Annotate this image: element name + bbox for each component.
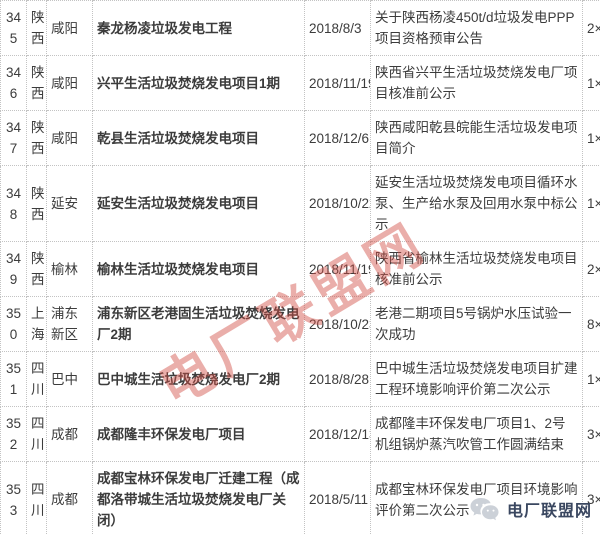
row-index-cell: 348 xyxy=(0,165,27,242)
news-cell: 陕西省兴平生活垃圾焚烧发电厂项目核准前公示 xyxy=(370,55,583,111)
city-cell: 榆林 xyxy=(46,241,93,297)
city-cell: 浦东新区 xyxy=(46,296,93,352)
row-index-cell: 353 xyxy=(0,461,27,535)
scale-cell: 3× xyxy=(582,406,600,462)
project-name-cell: 榆林生活垃圾焚烧发电项目 xyxy=(92,241,305,297)
date-cell: 2018/10/22 xyxy=(304,165,371,242)
province-cell: 陕西 xyxy=(26,0,47,56)
table-row: 346 陕西 咸阳 兴平生活垃圾焚烧发电项目1期 2018/11/19 陕西省兴… xyxy=(0,55,600,111)
row-index-cell: 351 xyxy=(0,351,27,407)
table-row: 351 四川 巴中 巴中城生活垃圾焚烧发电厂2期 2018/8/28 巴中城生活… xyxy=(0,351,600,407)
project-name-cell: 成都宝林环保发电厂迁建工程（成都洛带城生活垃圾焚烧发电厂关闭） xyxy=(92,461,305,535)
project-name-cell: 巴中城生活垃圾焚烧发电厂2期 xyxy=(92,351,305,407)
date-cell: 2018/11/19 xyxy=(304,241,371,297)
province-cell: 陕西 xyxy=(26,55,47,111)
city-cell: 巴中 xyxy=(46,351,93,407)
project-name-cell: 乾县生活垃圾焚烧发电项目 xyxy=(92,110,305,166)
scale-cell: 2× xyxy=(582,241,600,297)
news-cell: 关于陕西杨凌450t/d垃圾发电PPP项目资格预审公告 xyxy=(370,0,583,56)
scale-cell: 1× xyxy=(582,110,600,166)
row-index-cell: 349 xyxy=(0,241,27,297)
province-cell: 陕西 xyxy=(26,241,47,297)
row-index-cell: 346 xyxy=(0,55,27,111)
table-row: 348 陕西 延安 延安生活垃圾焚烧发电项目 2018/10/22 延安生活垃圾… xyxy=(0,165,600,242)
news-cell: 陕西咸阳乾县皖能生活垃圾发电项目简介 xyxy=(370,110,583,166)
date-cell: 2018/8/3 xyxy=(304,0,371,56)
site-logo: 电厂联盟网 xyxy=(469,497,592,521)
project-name-cell: 兴平生活垃圾焚烧发电项目1期 xyxy=(92,55,305,111)
table-row: 347 陕西 咸阳 乾县生活垃圾焚烧发电项目 2018/12/6 陕西咸阳乾县皖… xyxy=(0,110,600,166)
news-cell: 成都宝林环保发电厂项目环境影响评价第二次公示 xyxy=(370,461,583,535)
province-cell: 四川 xyxy=(26,351,47,407)
date-cell: 2018/8/28 xyxy=(304,351,371,407)
province-cell: 上海 xyxy=(26,296,47,352)
city-cell: 成都 xyxy=(46,461,93,535)
date-cell: 2018/12/13 xyxy=(304,406,371,462)
news-cell: 陕西省榆林生活垃圾焚烧发电项目核准前公示 xyxy=(370,241,583,297)
city-cell: 咸阳 xyxy=(46,55,93,111)
scale-cell: 1× xyxy=(582,55,600,111)
row-index-cell: 350 xyxy=(0,296,27,352)
city-cell: 咸阳 xyxy=(46,0,93,56)
table-row: 349 陕西 榆林 榆林生活垃圾焚烧发电项目 2018/11/19 陕西省榆林生… xyxy=(0,241,600,297)
city-cell: 成都 xyxy=(46,406,93,462)
project-name-cell: 秦龙杨凌垃圾发电工程 xyxy=(92,0,305,56)
scale-cell: 2× xyxy=(582,0,600,56)
project-name-cell: 浦东新区老港固生活垃圾焚烧发电厂2期 xyxy=(92,296,305,352)
table-row: 350 上海 浦东新区 浦东新区老港固生活垃圾焚烧发电厂2期 2018/10/2… xyxy=(0,296,600,352)
news-cell: 成都隆丰环保发电厂项目1、2号机组锅炉蒸汽吹管工作圆满结束 xyxy=(370,406,583,462)
province-cell: 四川 xyxy=(26,406,47,462)
scale-cell: 3× xyxy=(582,461,600,535)
date-cell: 2018/11/19 xyxy=(304,55,371,111)
row-index-cell: 347 xyxy=(0,110,27,166)
province-cell: 四川 xyxy=(26,461,47,535)
province-cell: 陕西 xyxy=(26,165,47,242)
date-cell: 2018/12/6 xyxy=(304,110,371,166)
province-cell: 陕西 xyxy=(26,110,47,166)
city-cell: 咸阳 xyxy=(46,110,93,166)
site-logo-text: 电厂联盟网 xyxy=(506,503,592,520)
news-cell: 巴中城生活垃圾焚烧发电项目扩建工程环境影响评价第二次公示 xyxy=(370,351,583,407)
news-cell: 老港二期项目5号锅炉水压试验一次成功 xyxy=(370,296,583,352)
date-cell: 2018/10/23 xyxy=(304,296,371,352)
city-cell: 延安 xyxy=(46,165,93,242)
scale-cell: 1× xyxy=(582,351,600,407)
project-name-cell: 成都隆丰环保发电厂项目 xyxy=(92,406,305,462)
scale-cell: 8× xyxy=(582,296,600,352)
row-index-cell: 345 xyxy=(0,0,27,56)
table-row: 345 陕西 咸阳 秦龙杨凌垃圾发电工程 2018/8/3 关于陕西杨凌450t… xyxy=(0,0,600,56)
table-row: 353 四川 成都 成都宝林环保发电厂迁建工程（成都洛带城生活垃圾焚烧发电厂关闭… xyxy=(0,461,600,535)
row-index-cell: 352 xyxy=(0,406,27,462)
date-cell: 2018/5/11 xyxy=(304,461,371,535)
table-row: 352 四川 成都 成都隆丰环保发电厂项目 2018/12/13 成都隆丰环保发… xyxy=(0,406,600,462)
project-name-cell: 延安生活垃圾焚烧发电项目 xyxy=(92,165,305,242)
chat-bubbles-icon xyxy=(469,497,501,521)
news-cell: 延安生活垃圾焚烧发电项目循环水泵、生产给水泵及回用水泵中标公示 xyxy=(370,165,583,242)
scale-cell: 1× xyxy=(582,165,600,242)
